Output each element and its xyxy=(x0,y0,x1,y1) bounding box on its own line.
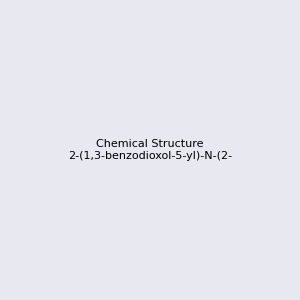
Text: Chemical Structure
2-(1,3-benzodioxol-5-yl)-N-(2-: Chemical Structure 2-(1,3-benzodioxol-5-… xyxy=(68,139,232,161)
